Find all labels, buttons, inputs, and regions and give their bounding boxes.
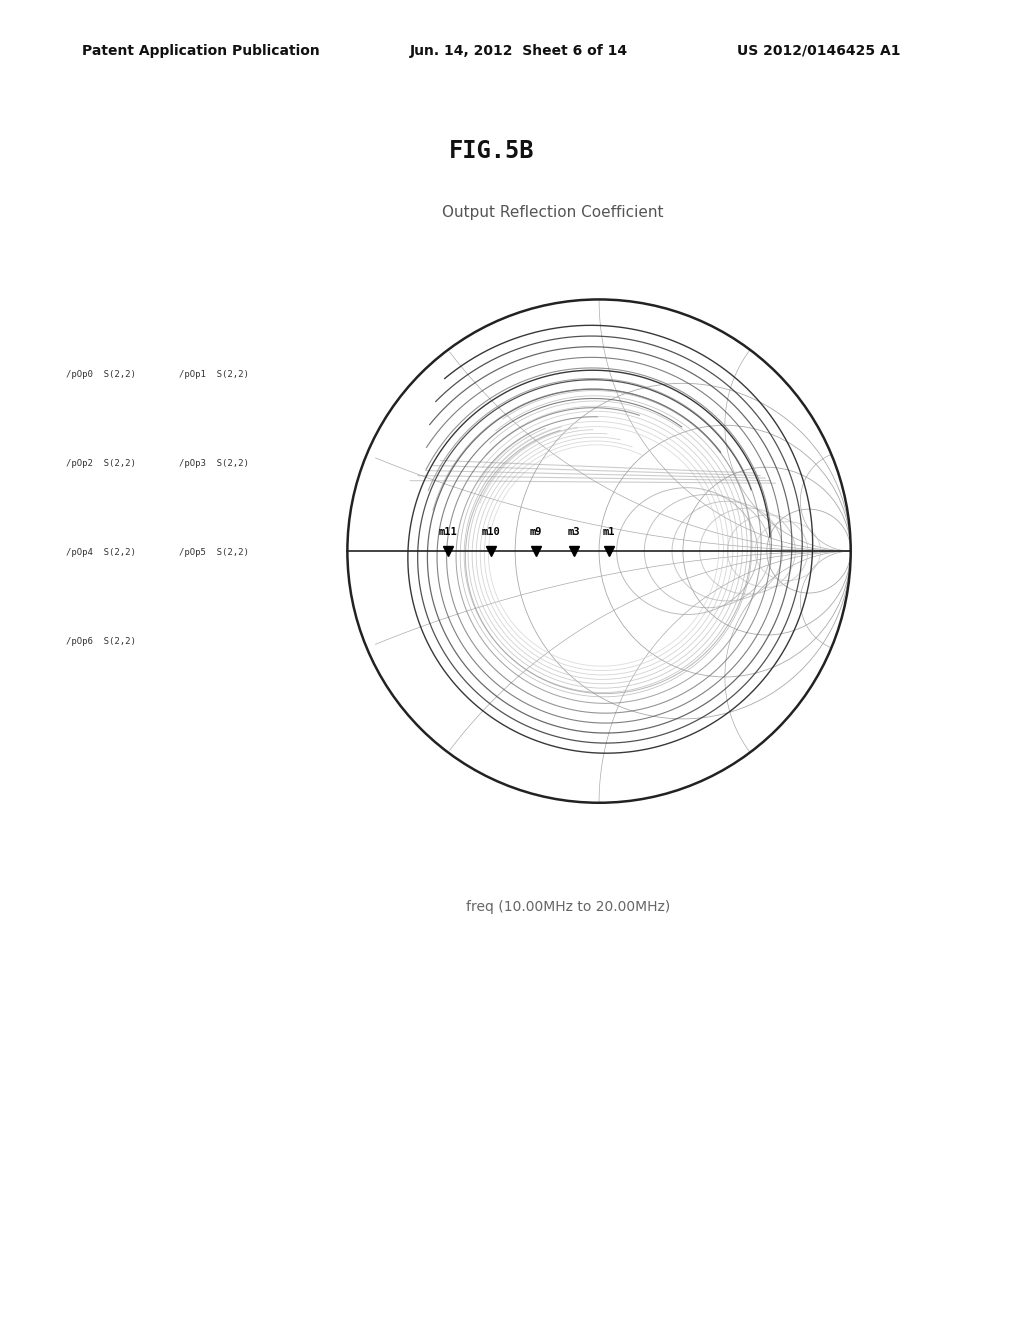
Text: m9: m9 [529,527,543,537]
Text: /pOp6  S(2,2): /pOp6 S(2,2) [66,638,136,647]
Text: /pOp0  S(2,2): /pOp0 S(2,2) [66,370,136,379]
Text: US 2012/0146425 A1: US 2012/0146425 A1 [737,44,901,58]
Text: /pOp3  S(2,2): /pOp3 S(2,2) [178,459,249,467]
Text: m1: m1 [603,527,615,537]
Text: FIG.5B: FIG.5B [449,139,535,162]
Text: /pOp1  S(2,2): /pOp1 S(2,2) [178,370,249,379]
Text: Jun. 14, 2012  Sheet 6 of 14: Jun. 14, 2012 Sheet 6 of 14 [410,44,628,58]
Text: m10: m10 [481,527,500,537]
Text: Patent Application Publication: Patent Application Publication [82,44,319,58]
Text: m11: m11 [438,527,458,537]
Text: /pOp2  S(2,2): /pOp2 S(2,2) [66,459,136,467]
Text: Output Reflection Coefficient: Output Reflection Coefficient [442,205,664,219]
Text: freq (10.00MHz to 20.00MHz): freq (10.00MHz to 20.00MHz) [466,900,671,915]
Text: /pOp5  S(2,2): /pOp5 S(2,2) [178,548,249,557]
Text: m3: m3 [567,527,581,537]
Text: /pOp4  S(2,2): /pOp4 S(2,2) [66,548,136,557]
